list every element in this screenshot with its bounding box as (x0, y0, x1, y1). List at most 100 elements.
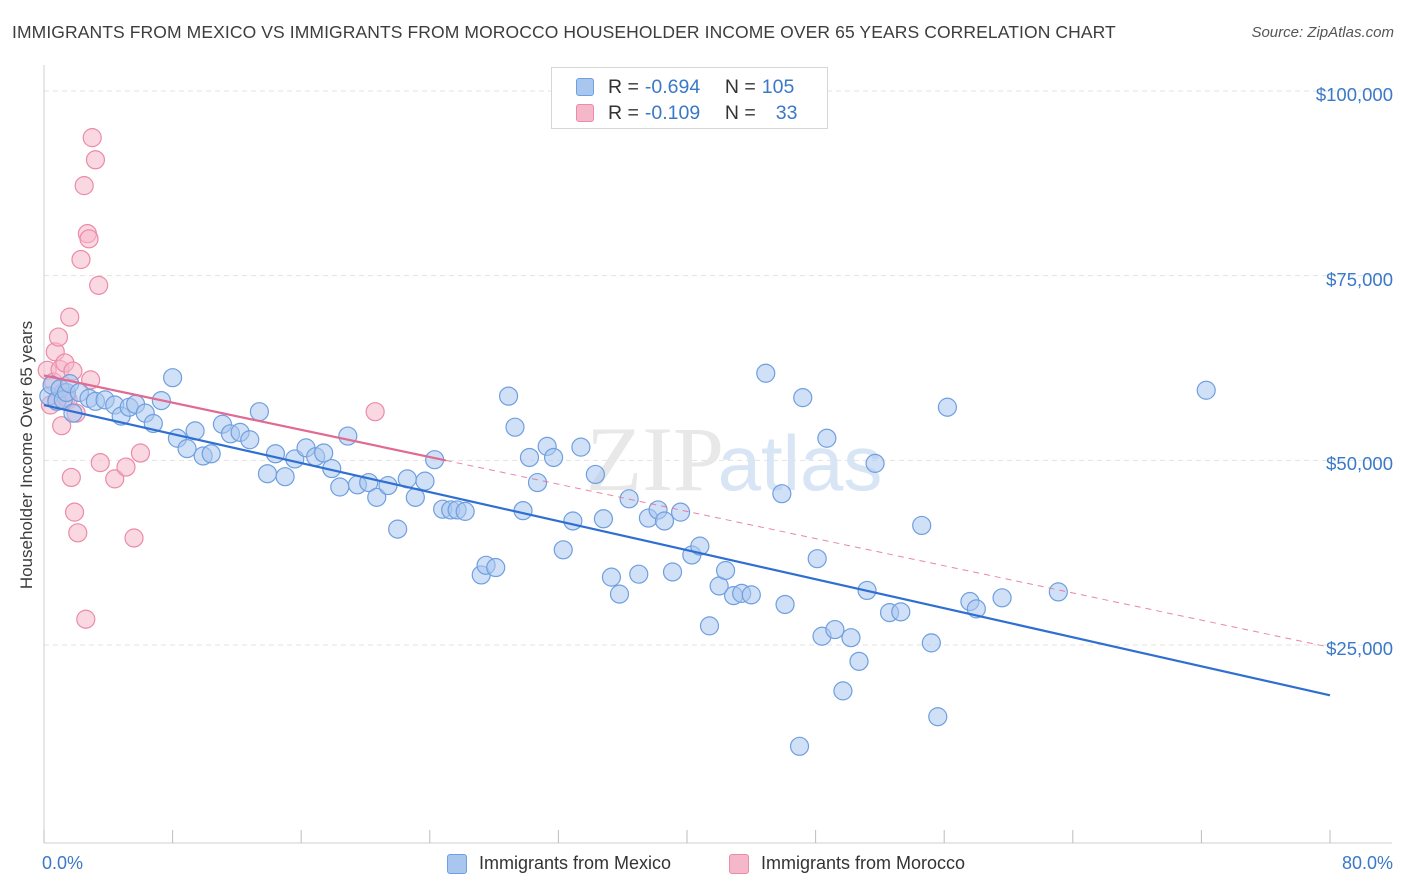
mexico-point (163, 368, 183, 388)
x-tick-max: 80.0% (1341, 853, 1393, 873)
mexico-point (338, 426, 358, 446)
mexico-point (921, 633, 941, 653)
mexico-point (849, 651, 869, 671)
legend-row-morocco: R = -0.109 N = 33 (576, 101, 797, 125)
legend-n-label: N = (724, 75, 756, 98)
gridlines (44, 90, 1392, 646)
morocco-point (79, 229, 99, 249)
morocco-point (85, 150, 106, 170)
series-morocco-points (37, 128, 385, 629)
mexico-point (257, 464, 278, 484)
mexico-point (505, 417, 525, 437)
watermark-atlas: atlas (718, 419, 883, 507)
morocco-point (60, 307, 80, 327)
morocco-point (48, 327, 69, 347)
mexico-point (928, 707, 948, 727)
trendlines (43, 374, 1331, 697)
morocco-point (64, 502, 85, 522)
mexico-point (793, 388, 813, 408)
bottom-legend-mexico[interactable]: Immigrants from Mexico (447, 853, 671, 874)
mexico-point (817, 428, 837, 448)
morocco-point (82, 128, 102, 148)
mexico-point (741, 585, 761, 605)
mexico-point (240, 430, 260, 450)
y-tick-label: $50,000 (1326, 453, 1393, 475)
mexico-point (609, 584, 630, 604)
y-tick-label: $75,000 (1326, 268, 1393, 290)
mexico-point (367, 487, 387, 507)
legend-label-morocco: Immigrants from Morocco (761, 853, 966, 873)
morocco-point (365, 402, 385, 422)
mexico-point (841, 628, 861, 648)
mexico-point (498, 386, 519, 406)
watermark: ZIP atlas (586, 408, 882, 510)
legend-n-label: N = (724, 101, 756, 124)
mexico-point (912, 515, 932, 536)
mexico-point (314, 443, 334, 463)
mexico-point (593, 509, 614, 529)
morocco-point (89, 275, 109, 295)
morocco-point (90, 453, 110, 473)
morocco-point (71, 249, 91, 270)
source-label: Source: ZipAtlas.com (1251, 24, 1394, 41)
mexico-point (699, 616, 720, 636)
mexico-point (527, 472, 548, 493)
y-tick-label: $100,000 (1315, 84, 1393, 105)
mexico-point (756, 363, 776, 383)
mexico-point (455, 501, 475, 521)
mexico-point (249, 402, 270, 422)
mexico-point (519, 447, 540, 468)
morocco-point (68, 523, 88, 543)
morocco-point (116, 457, 136, 477)
correlation-legend: R = -0.694 N = 105 R = -0.109 N = 33 (551, 67, 828, 129)
legend-label-mexico: Immigrants from Mexico (479, 853, 672, 873)
legend-n-value: 105 (761, 75, 795, 98)
legend-r-value: -0.109 (644, 101, 701, 124)
mexico-point (670, 502, 691, 522)
mexico-point (1196, 380, 1216, 400)
mexico-point (789, 736, 810, 756)
y-axis-label: Householder Income Over 65 years (17, 320, 36, 590)
mexico-point (563, 511, 583, 531)
mexico-point (772, 484, 792, 504)
morocco-point (52, 416, 72, 436)
morocco-point (130, 443, 151, 463)
mexico-point (1048, 582, 1068, 602)
mexico-point (690, 536, 710, 556)
legend-row-mexico: R = -0.694 N = 105 (576, 75, 794, 99)
bottom-legend-morocco[interactable]: Immigrants from Morocco (729, 853, 965, 874)
mexico-point (833, 681, 853, 701)
legend-r-label: R = (608, 101, 639, 124)
morocco-point (61, 467, 81, 488)
mexico-point (543, 447, 564, 468)
watermark-zip: ZIP (586, 408, 724, 510)
mexico-point (571, 437, 591, 457)
morocco-trendline-dashed (445, 459, 1331, 648)
morocco-trendline-solid (43, 374, 447, 462)
mexico-point (378, 475, 398, 496)
mexico-point (775, 594, 795, 615)
legend-swatch-morocco (729, 853, 749, 874)
mexico-point (330, 477, 350, 497)
axes (43, 65, 1392, 844)
y-tick-label: $25,000 (1326, 638, 1393, 659)
morocco-point (105, 469, 125, 489)
mexico-point (486, 557, 506, 578)
mexico-point (662, 562, 683, 582)
mexico-point (553, 540, 573, 560)
mexico-point (654, 511, 675, 531)
mexico-point (201, 444, 221, 464)
mexico-point (388, 519, 408, 539)
legend-n-value: 33 (775, 101, 798, 124)
mexico-point (265, 444, 286, 464)
mexico-point (715, 560, 736, 581)
morocco-point (124, 528, 144, 548)
legend-swatch-mexico (576, 78, 594, 96)
morocco-point (74, 176, 94, 196)
mexico-point (415, 471, 435, 491)
legend-swatch-morocco (576, 104, 594, 122)
mexico-point (825, 619, 845, 640)
mexico-point (937, 397, 958, 417)
mexico-point (177, 439, 197, 459)
